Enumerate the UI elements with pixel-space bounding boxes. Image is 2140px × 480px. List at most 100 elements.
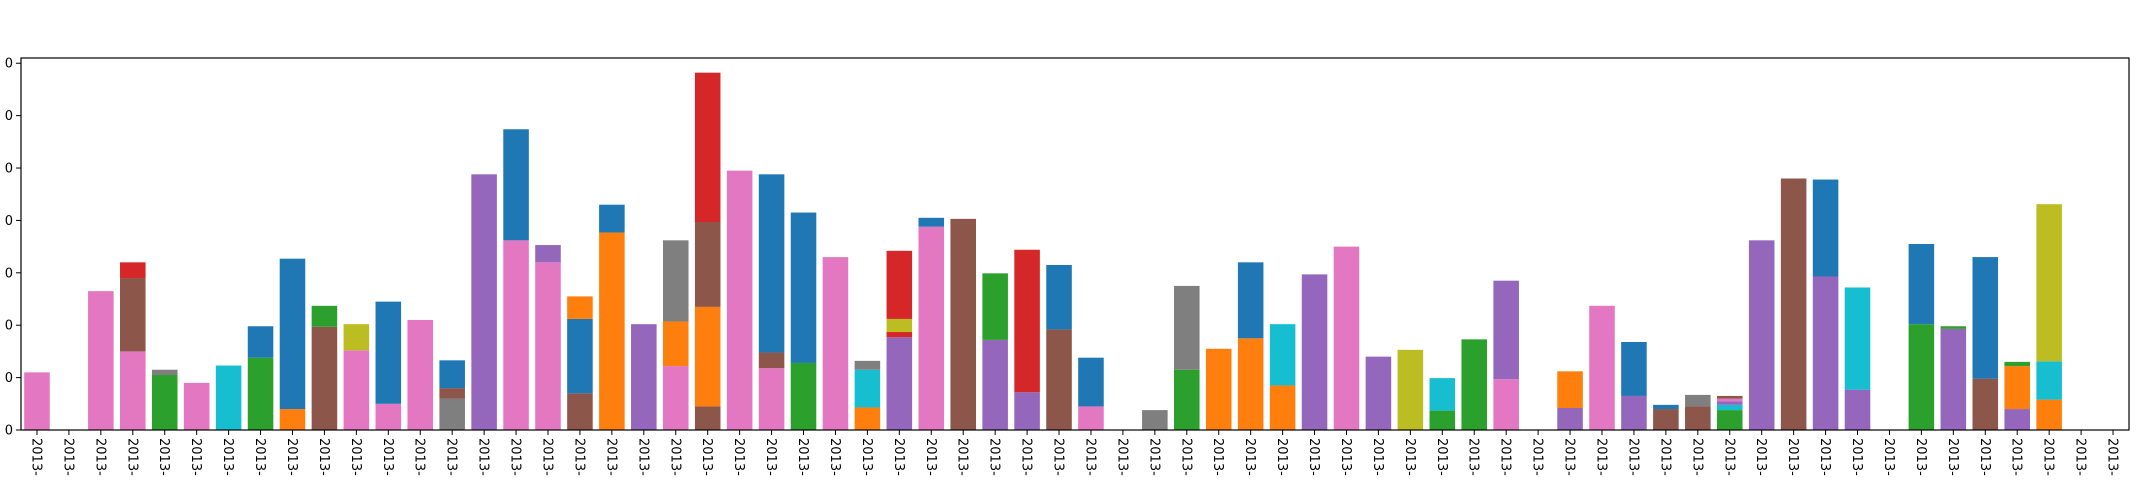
- x-tick-label: 2013-: [188, 438, 203, 476]
- bar-segment: [1716, 401, 1743, 405]
- y-tick-label: 0: [5, 424, 13, 439]
- bar-segment: [790, 362, 817, 430]
- bar-segment: [567, 318, 593, 394]
- bar-segment: [343, 324, 370, 351]
- bar-segment: [1812, 276, 1839, 430]
- bar-segment: [407, 319, 434, 430]
- bar-segment: [1685, 406, 1711, 430]
- bar-segment: [758, 174, 785, 353]
- bar-segment: [662, 321, 689, 367]
- bar-segment: [2036, 361, 2062, 400]
- x-tick-label: 2013-: [923, 438, 938, 476]
- x-tick-label: 2013-: [1753, 438, 1768, 476]
- bar-segment: [1716, 395, 1743, 399]
- bar-segment: [2004, 409, 2030, 430]
- bar-segment: [503, 240, 529, 430]
- bar-segment: [1014, 392, 1040, 430]
- x-tick-label: 2013-: [1178, 438, 1193, 476]
- x-tick-label: 2013-: [92, 438, 107, 476]
- x-tick-label: 2013-: [444, 438, 459, 476]
- bar-segment: [854, 360, 881, 370]
- bar-segment: [1780, 178, 1807, 430]
- x-tick-label: 2013-: [1338, 438, 1353, 476]
- bar-segment: [215, 365, 242, 430]
- x-tick-label: 2013-: [348, 438, 363, 476]
- x-tick-label: 2013-: [571, 438, 586, 476]
- bar-segment: [1174, 369, 1200, 430]
- bar-segment: [1237, 338, 1264, 430]
- bar-segment: [1237, 262, 1264, 339]
- bar-segment: [1078, 406, 1104, 430]
- bar-segment: [694, 72, 721, 222]
- x-tick-label: 2013-: [1977, 438, 1992, 476]
- bar-segment: [439, 360, 465, 389]
- bar-segment: [886, 318, 913, 333]
- x-tick-label: 2013-: [28, 438, 43, 476]
- bar-segment: [2036, 204, 2062, 362]
- x-tick-label: 2013-: [1945, 438, 1960, 476]
- bar-segment: [1397, 349, 1424, 430]
- bar-segment: [439, 398, 465, 430]
- bar-segment: [631, 324, 657, 430]
- bar-segment: [2004, 361, 2030, 367]
- x-tick-label: 2013-: [508, 438, 523, 476]
- x-tick-label: 2013-: [1817, 438, 1832, 476]
- x-tick-label: 2013-: [2009, 438, 2024, 476]
- bar-segment: [375, 403, 402, 430]
- x-tick-label: 2013-: [1721, 438, 1736, 476]
- bar-segment: [1429, 378, 1456, 411]
- bar-segment: [120, 262, 146, 279]
- x-tick-label: 2013-: [1051, 438, 1066, 476]
- bar-segment: [2036, 399, 2062, 430]
- x-tick-label: 2013-: [2041, 438, 2056, 476]
- x-axis: 2013- 2013- 2013- 2013- 2013- 2013- 2013- 2013-…: [28, 430, 2120, 476]
- bar-segment: [535, 245, 561, 263]
- bar-segment: [662, 240, 689, 322]
- bar-segment: [311, 305, 338, 327]
- bar-segment: [1046, 329, 1072, 430]
- bar-segment: [1621, 395, 1647, 430]
- bar-segment: [375, 301, 402, 404]
- bar-segment: [439, 388, 465, 399]
- y-tick-label: 0: [5, 109, 13, 124]
- bar-segment: [567, 393, 593, 430]
- bar-segment: [1908, 244, 1935, 325]
- bar-segment: [918, 217, 945, 227]
- bar-segment: [1174, 285, 1200, 370]
- bar-segment: [1557, 407, 1583, 430]
- x-tick-label: 2013-: [124, 438, 139, 476]
- x-tick-label: 2013-: [1242, 438, 1257, 476]
- bar-segment: [279, 258, 306, 410]
- x-tick-label: 2013-: [1594, 438, 1609, 476]
- x-tick-label: 2013-: [1689, 438, 1704, 476]
- bar-segment: [1429, 410, 1456, 430]
- bar-segment: [1685, 394, 1711, 407]
- bar-segment: [503, 129, 529, 241]
- x-tick-label: 2013-: [795, 438, 810, 476]
- x-tick-label: 2013-: [603, 438, 618, 476]
- y-axis: 0 0 0 0 0 0 0 0: [5, 57, 21, 439]
- bar-segment: [343, 350, 370, 430]
- x-tick-label: 2013-: [1625, 438, 1640, 476]
- x-tick-label: 2013-: [2105, 438, 2120, 476]
- bar-segment: [1716, 404, 1743, 411]
- x-tick-label: 2013-: [1498, 438, 1513, 476]
- x-tick-label: 2013-: [1082, 438, 1097, 476]
- bar-segment: [1940, 326, 1967, 329]
- x-tick-label: 2013-: [1210, 438, 1225, 476]
- bar-segment: [120, 278, 146, 352]
- bar-segment: [247, 326, 274, 358]
- bar-segment: [886, 332, 913, 338]
- x-tick-label: 2013-: [1146, 438, 1161, 476]
- bar-segment: [151, 369, 178, 375]
- bar-segment: [694, 406, 721, 430]
- x-tick-label: 2013-: [859, 438, 874, 476]
- bar-segment: [1557, 371, 1583, 408]
- bar-segment: [1844, 287, 1871, 390]
- bar-segment: [758, 368, 785, 430]
- y-tick-label: 0: [5, 162, 13, 177]
- x-tick-label: 2013-: [987, 438, 1002, 476]
- x-tick-label: 2013-: [1657, 438, 1672, 476]
- bar-segment: [1844, 389, 1871, 430]
